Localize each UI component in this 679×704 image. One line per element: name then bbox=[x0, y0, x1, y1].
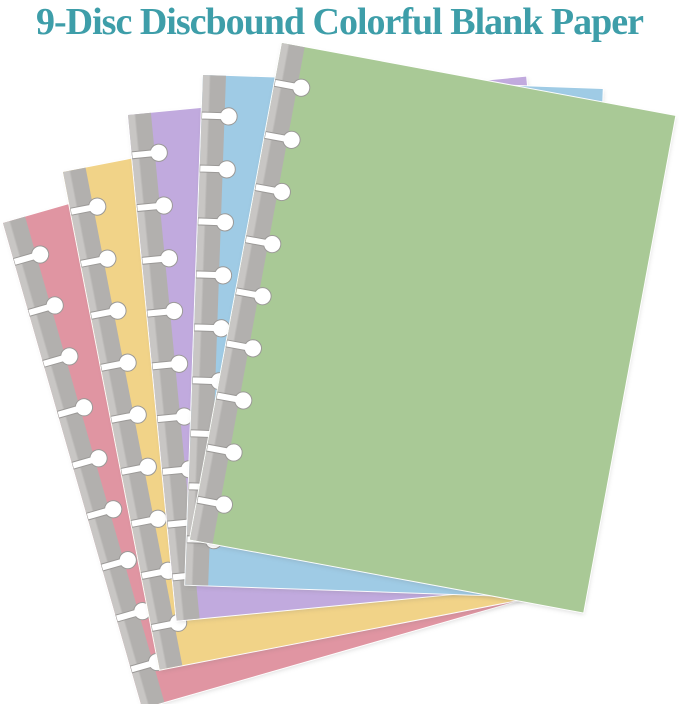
disc-punch-hole bbox=[79, 249, 117, 268]
disc-punch-hole bbox=[85, 499, 123, 521]
disc-punch-hole bbox=[199, 159, 236, 178]
sheet-green bbox=[189, 43, 676, 613]
disc-punch-hole bbox=[100, 550, 137, 572]
disc-punch-hole bbox=[69, 197, 107, 216]
disc-punch-hole bbox=[141, 248, 178, 267]
disc-punch-hole bbox=[195, 265, 233, 284]
disc-punch-hole bbox=[215, 390, 253, 410]
disc-punch-hole bbox=[119, 457, 157, 476]
sheet-yellow bbox=[63, 95, 553, 670]
disc-punch-hole bbox=[99, 353, 137, 372]
disc-punch-hole bbox=[196, 495, 234, 514]
disc-punch-hole bbox=[263, 130, 301, 149]
disc-punch-hole bbox=[89, 301, 127, 320]
disc-punch-hole bbox=[151, 354, 189, 373]
disc-punch-hole bbox=[12, 244, 50, 266]
disc-punch-hole bbox=[234, 286, 272, 305]
disc-punch-hole bbox=[197, 212, 234, 231]
disc-punch-hole bbox=[254, 182, 292, 201]
disc-punch-hole bbox=[56, 397, 93, 419]
sheet-pink bbox=[3, 112, 527, 704]
disc-punch-hole bbox=[225, 338, 263, 357]
disc-punch-hole bbox=[273, 78, 311, 97]
disc-punch-hole bbox=[201, 106, 238, 125]
disc-punch-hole bbox=[70, 448, 108, 470]
disc-punch-hole bbox=[244, 234, 282, 253]
disc-punch-hole bbox=[136, 195, 173, 215]
disc-punch-hole bbox=[205, 443, 243, 462]
page-title: 9-Disc Discbound Colorful Blank Paper bbox=[36, 1, 644, 43]
disc-punch-hole bbox=[109, 405, 147, 424]
disc-punch-hole bbox=[130, 143, 168, 162]
disc-punch-hole bbox=[41, 346, 79, 368]
disc-punch-hole bbox=[27, 295, 64, 317]
disc-punch-hole bbox=[146, 301, 184, 320]
